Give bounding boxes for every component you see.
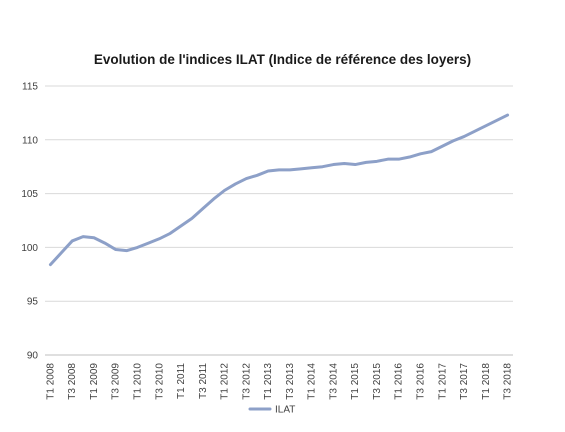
- data-point: [343, 162, 346, 165]
- data-point: [82, 235, 85, 238]
- x-tick-label: T1 2008: [45, 363, 56, 400]
- data-point: [158, 237, 161, 240]
- data-point: [71, 239, 74, 242]
- data-point: [245, 177, 248, 180]
- data-point: [278, 168, 281, 171]
- data-point: [408, 156, 411, 159]
- x-tick-label: T3 2013: [285, 363, 296, 400]
- data-point: [234, 182, 237, 185]
- series-line-ilat: [48, 113, 510, 267]
- data-point: [430, 150, 433, 153]
- x-tick-label: T3 2012: [241, 363, 252, 400]
- x-tick-label: T1 2015: [350, 363, 361, 400]
- data-point: [136, 246, 139, 249]
- y-tick-label: 110: [22, 135, 38, 146]
- data-point: [386, 158, 389, 161]
- data-point: [256, 174, 259, 177]
- data-point: [190, 217, 193, 220]
- data-point: [484, 124, 487, 127]
- y-tick-label: 115: [22, 82, 38, 93]
- x-tick-label: T3 2018: [503, 363, 514, 400]
- y-tick-label: 105: [21, 189, 38, 200]
- data-point: [267, 170, 270, 173]
- data-point: [332, 163, 335, 166]
- data-point: [473, 130, 476, 133]
- data-point: [92, 236, 95, 239]
- y-tick-label: 90: [27, 351, 39, 362]
- x-tick-label: T3 2015: [372, 363, 383, 400]
- data-point: [365, 161, 368, 164]
- data-point: [180, 224, 183, 227]
- data-point: [321, 165, 324, 168]
- x-tick-label: T3 2016: [415, 363, 426, 400]
- data-point: [147, 242, 150, 245]
- data-point: [310, 166, 313, 169]
- data-point: [49, 263, 52, 266]
- x-tick-label: T1 2018: [481, 363, 492, 400]
- data-point: [223, 189, 226, 192]
- data-point: [201, 207, 204, 210]
- x-tick-label: T3 2017: [459, 363, 470, 400]
- data-point: [114, 248, 117, 251]
- x-tick-label: T1 2013: [263, 363, 274, 400]
- data-point: [169, 232, 172, 235]
- data-point: [495, 119, 498, 122]
- data-point: [288, 168, 291, 171]
- x-tick-label: T1 2009: [89, 363, 100, 400]
- y-tick-label: 100: [21, 243, 38, 254]
- data-point: [452, 139, 455, 142]
- data-point: [103, 242, 106, 245]
- x-tick-label: T1 2014: [307, 363, 318, 400]
- x-tick-label: T1 2017: [437, 363, 448, 400]
- x-tick-label: T1 2010: [133, 363, 144, 400]
- data-point: [354, 163, 357, 166]
- x-tick-label: T3 2009: [111, 363, 122, 400]
- x-tick-label: T3 2010: [154, 363, 165, 400]
- data-point: [463, 135, 466, 138]
- data-point: [419, 152, 422, 155]
- data-point: [125, 249, 128, 252]
- data-point: [212, 197, 215, 200]
- x-tick-label: T3 2011: [198, 363, 209, 399]
- data-point: [60, 251, 63, 254]
- x-tick-label: T1 2011: [176, 363, 187, 399]
- data-point: [397, 158, 400, 161]
- legend-label: ILAT: [275, 405, 295, 416]
- data-point: [375, 160, 378, 163]
- x-tick-label: T1 2016: [394, 363, 405, 400]
- chart-title: Evolution de l'indices ILAT (Indice de r…: [93, 52, 472, 67]
- x-tick-label: T3 2008: [67, 363, 78, 400]
- x-tick-label: T1 2012: [220, 363, 231, 400]
- x-tick-label: T3 2014: [328, 363, 339, 400]
- data-point: [299, 167, 302, 170]
- data-point: [441, 145, 444, 148]
- y-tick-label: 95: [27, 297, 39, 308]
- data-point: [506, 114, 509, 117]
